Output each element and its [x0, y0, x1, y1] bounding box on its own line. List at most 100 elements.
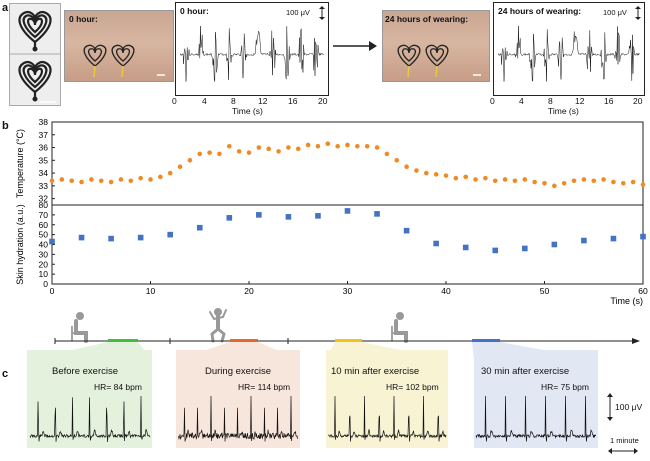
- temp-point: [148, 177, 153, 182]
- ecg2-xtick: 8: [548, 96, 553, 106]
- hydration-point: [344, 208, 351, 214]
- temp-ytick-label: 37: [39, 130, 49, 140]
- electrode-heart-drawing: [10, 11, 60, 103]
- temp-ytick-label: 32: [39, 194, 49, 204]
- temp-point: [374, 145, 380, 150]
- ecg1-xlabel: Time (s): [232, 106, 263, 116]
- temp-point: [256, 145, 262, 150]
- panel-letter-c: c: [2, 368, 9, 380]
- temp-point: [286, 145, 291, 150]
- temp-ytick-label: 33: [39, 181, 49, 191]
- ecg-trace: [327, 395, 447, 442]
- temp-point: [177, 164, 183, 169]
- forearm-electrodes-0h: [83, 44, 165, 78]
- sitting-person-icon: [391, 312, 408, 343]
- temp-point: [571, 178, 577, 184]
- temp-ytick-label: 35: [39, 155, 49, 165]
- temp-point: [266, 146, 272, 152]
- hyd-ytick-label: 0: [43, 279, 48, 289]
- temp-point: [581, 177, 587, 182]
- xtick-label: 20: [244, 286, 254, 296]
- hr-10min: HR= 102 bpm: [386, 382, 439, 392]
- ecg2-xtick: 20: [633, 96, 643, 106]
- ecg-chart-0h: 0 hour: 100 μV: [175, 2, 329, 96]
- temp-point: [591, 178, 597, 184]
- ecg-chart-24h-xaxis: 0 4 8 12 16 20 Time (s): [488, 96, 648, 120]
- voltage-scale-icon: [607, 393, 613, 421]
- ecg2-xlabel: Time (s): [548, 106, 579, 116]
- temp-point: [443, 173, 449, 178]
- hydration-point: [285, 214, 292, 220]
- ecg-chart-24h: 24 hours of wearing: 100 μV: [493, 2, 645, 96]
- hydration-point: [226, 215, 233, 221]
- time-arrow: [333, 41, 377, 51]
- hydration-point: [551, 241, 558, 248]
- ecg-waveform: [497, 26, 640, 82]
- temp-point: [158, 174, 163, 180]
- hyd-ytick-label: 10: [39, 269, 49, 279]
- temp-point: [640, 182, 646, 187]
- ecg1-xtick: 8: [231, 96, 236, 106]
- hyd-ytick-label: 60: [39, 220, 49, 230]
- ecg-trace: [29, 395, 151, 443]
- temp-point: [492, 178, 498, 184]
- temp-point: [384, 151, 390, 157]
- hydration-point: [78, 234, 85, 241]
- temp-point: [621, 180, 626, 186]
- ecg-chart-0h-xaxis: 0 4 8 12 16 20 Time (s): [170, 96, 332, 120]
- temp-point: [512, 178, 518, 184]
- scale-bar-icon: [319, 6, 325, 20]
- hydration-point: [640, 233, 646, 240]
- temp-point: [128, 178, 134, 184]
- temp-point: [98, 178, 104, 184]
- temp-point: [630, 179, 636, 185]
- temp-point: [325, 141, 331, 147]
- temp-point: [59, 177, 65, 182]
- temp-point: [522, 177, 528, 182]
- hydration-point: [403, 227, 410, 234]
- hydration-point: [462, 244, 469, 251]
- ecg-chart-24h-scale: 100 μV: [603, 8, 627, 17]
- panel-c-ecg-traces: [29, 395, 597, 443]
- hyd-ytick-label: 30: [39, 249, 49, 259]
- hyd-ytick-label: 50: [39, 230, 49, 240]
- time-scale-icon: [608, 448, 638, 454]
- segment-30min: [474, 350, 598, 448]
- temp-point: [217, 151, 222, 157]
- timeline-marker: [230, 339, 258, 343]
- hydration-point: [522, 245, 528, 252]
- temp-point: [187, 158, 193, 163]
- temp-point: [483, 175, 488, 181]
- ecg2-xtick: 4: [519, 96, 524, 106]
- temp-point: [118, 177, 124, 182]
- hydration-point: [108, 235, 114, 242]
- temp-point: [315, 143, 321, 149]
- temp-point: [89, 177, 94, 182]
- temp-point: [335, 143, 340, 149]
- temp-point: [502, 177, 508, 182]
- temp-point: [453, 175, 459, 181]
- xtick-label: 60: [638, 286, 648, 296]
- temp-point: [561, 180, 567, 186]
- temp-point: [601, 177, 606, 182]
- xtick-label: 10: [146, 286, 156, 296]
- ecg1-xtick: 16: [288, 96, 298, 106]
- hydration-point: [315, 213, 321, 219]
- temp-point: [424, 170, 429, 176]
- temp-ytick-label: 34: [39, 168, 49, 178]
- temp-point: [611, 179, 616, 185]
- sitting-person-icon: [71, 312, 88, 343]
- temp-point: [167, 170, 173, 176]
- hydration-point: [581, 237, 587, 244]
- segment-title-10min: 10 min after exercise: [331, 366, 420, 377]
- ecg-trace-24h: [497, 26, 640, 82]
- xtick-label: 40: [441, 286, 451, 296]
- hydration-point: [492, 247, 499, 254]
- forearm-photo-24h: 24 hours of wearing:: [382, 10, 490, 82]
- hydration-point: [256, 212, 262, 218]
- time-scale-label: 1 minute: [610, 436, 639, 445]
- ecg-trace: [178, 395, 299, 442]
- ecg2-xtick: 16: [604, 96, 614, 106]
- timeline-marker: [108, 339, 138, 343]
